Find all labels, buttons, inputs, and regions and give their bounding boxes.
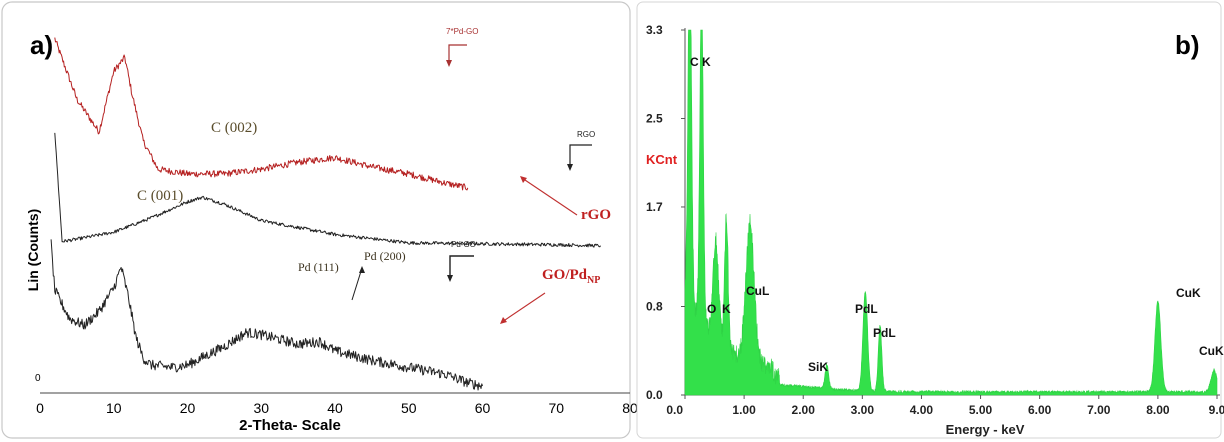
panel-b-spectrum: [684, 29, 1218, 396]
peak-label-0: C K: [690, 55, 711, 69]
marker-rgo-bracket: [569, 144, 592, 169]
marker-7pdgo-bracket: [448, 44, 467, 65]
peak-label-6: PdL: [855, 302, 878, 316]
panel-b-x-tick-4: 4.00: [910, 403, 934, 417]
label-gopd-pointer: [501, 292, 546, 323]
panel-a-y-tick-0: 0: [35, 373, 41, 384]
peak-label-9: CuK: [1199, 344, 1224, 358]
series-line-rgo: [54, 132, 601, 248]
marker-rgo: RGO: [567, 130, 595, 171]
series-label-pdgo: Pd-GO: [451, 240, 476, 249]
panel-b-x-tick-7: 7.00: [1087, 403, 1111, 417]
panel-a-x-tick-5: 50: [401, 400, 417, 416]
panel-a-series: [50, 37, 601, 391]
annotation-pd200: Pd (200): [364, 249, 406, 263]
marker-7pdgo: 7*Pd-GO: [446, 27, 478, 67]
panel-b-x-tick-1: 1.00: [732, 403, 756, 417]
peak-label-4: CuL: [746, 284, 769, 298]
label-gopd: GO/PdNP: [542, 267, 600, 286]
series-label-7pdgo: 7*Pd-GO: [446, 27, 478, 36]
annotation-c002: C (002): [211, 120, 257, 136]
panel-a-x-tick-6: 60: [475, 400, 491, 416]
pd200-arrow-head: [359, 266, 365, 273]
panel-b-label: b): [1175, 30, 1200, 60]
panel-b-y-tick-0: 0.0: [646, 388, 663, 402]
pd200-arrow-line: [351, 267, 363, 301]
series-line-7pdgo: [54, 37, 469, 191]
marker-pdgo-arrowhead: [447, 275, 453, 282]
label-gopd-main: GO/Pd: [542, 267, 588, 283]
panel-b-peak-labels: C K O K CuL SiK PdL PdL CuK CuK: [690, 55, 1224, 374]
panel-b-x-tick-3: 3.00: [851, 403, 875, 417]
panel-a-x-tick-4: 40: [327, 400, 343, 416]
panel-a-x-label: 2-Theta- Scale: [239, 417, 341, 434]
panel-b-y-tick-3: 2.5: [646, 111, 663, 125]
series-line-pdgo: [50, 239, 483, 391]
panel-a: a) 0 10 20 30 40 50 60 70 80 0 2-Theta- Scale Li…: [1, 1, 638, 439]
marker-rgo-arrowhead: [567, 164, 573, 171]
spectrum-area: [684, 29, 1218, 396]
label-rgo: rGO: [581, 207, 611, 223]
panel-a-y-label: Lin (Counts): [25, 209, 41, 291]
label-gopd-sub: NP: [587, 275, 600, 286]
panel-b: 0.0 0.8 1.7 2.5 3.3 0.0 1.00 2.00 3.00 4.00 5.00 6…: [636, 1, 1224, 439]
marker-7pdgo-arrowhead: [446, 60, 452, 67]
panel-a-x-tick-0: 0: [36, 400, 44, 416]
panel-a-x-tick-8: 80: [622, 400, 638, 416]
panel-a-label: a): [30, 30, 53, 60]
panel-b-x-tick-8: 8.00: [1146, 403, 1170, 417]
peak-label-7: PdL: [873, 326, 896, 340]
panel-b-x-tick-9: 9.0: [1209, 403, 1224, 417]
panel-b-x-tick-0: 0.0: [666, 403, 683, 417]
label-gopd-pointer-head: [500, 317, 507, 324]
panel-a-frame: [1, 1, 631, 439]
peak-label-2: O: [707, 302, 716, 316]
panel-b-y-label: KCnt: [646, 152, 678, 167]
panel-b-frame: [636, 1, 1222, 439]
panel-a-x-tick-1: 10: [106, 400, 122, 416]
panel-b-x-label: Energy - keV: [946, 422, 1025, 437]
panel-b-y-ticks: 0.0 0.8 1.7 2.5 3.3: [646, 23, 685, 402]
peak-label-8: CuK: [1176, 286, 1201, 300]
panel-a-x-tick-7: 70: [548, 400, 564, 416]
series-label-rgo: RGO: [577, 130, 595, 139]
panel-b-y-tick-2: 1.7: [646, 200, 663, 214]
annotation-c001: C (001): [137, 188, 183, 204]
annotation-pd111: Pd (111): [298, 260, 339, 274]
label-rgo-pointer-head: [520, 176, 527, 183]
label-rgo-pointer: [521, 177, 578, 216]
panel-a-x-ticks: 0 10 20 30 40 50 60 70 80: [36, 400, 638, 416]
panel-a-x-tick-2: 20: [180, 400, 196, 416]
panel-a-x-tick-3: 30: [253, 400, 269, 416]
panel-b-x-tick-5: 5.00: [969, 403, 993, 417]
marker-pdgo-bracket: [449, 255, 474, 280]
panel-b-x-tick-2: 2.00: [792, 403, 816, 417]
panel-b-y-tick-4: 3.3: [646, 23, 663, 37]
peak-label-3: K: [722, 302, 731, 316]
panel-b-x-tick-6: 6.00: [1028, 403, 1052, 417]
panel-b-y-tick-1: 0.8: [646, 300, 663, 314]
peak-label-5: SiK: [808, 360, 828, 374]
marker-pdgo: Pd-GO: [447, 240, 476, 282]
panel-b-x-ticks: 0.0 1.00 2.00 3.00 4.00 5.00 6.00 7.00 8.00 9.0: [666, 395, 1224, 417]
